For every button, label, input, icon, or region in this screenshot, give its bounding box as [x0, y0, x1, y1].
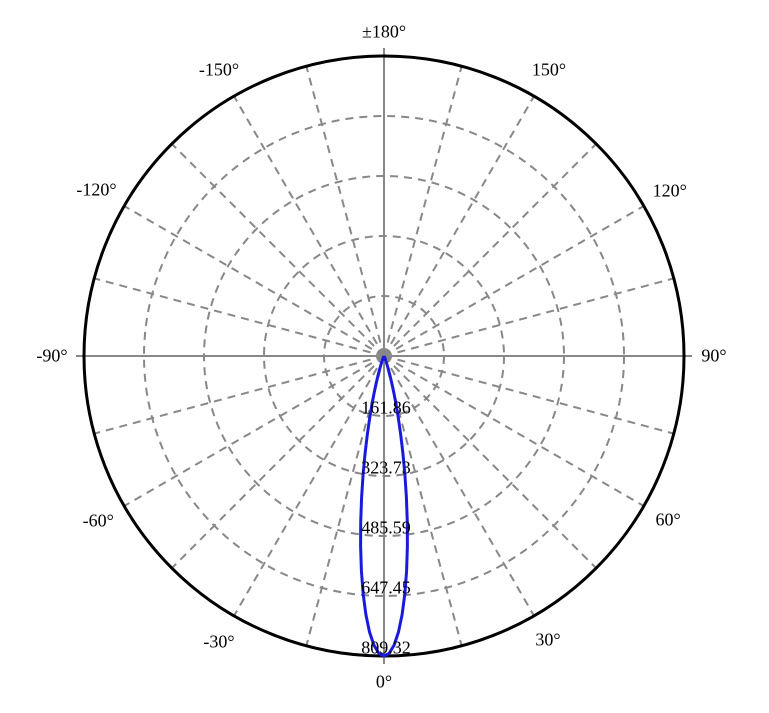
radial-tick-label: 809.32	[361, 638, 411, 659]
angle-label: -30°	[203, 631, 234, 652]
angle-label: -150°	[199, 60, 239, 81]
angle-label: -60°	[83, 511, 114, 532]
polar-svg	[0, 0, 769, 713]
angle-label: -90°	[36, 346, 67, 367]
angle-label: 120°	[653, 181, 687, 202]
radial-tick-label: 161.86	[361, 398, 411, 419]
angle-label: 90°	[701, 346, 726, 367]
angle-label: 150°	[532, 60, 566, 81]
angle-label: -120°	[76, 180, 116, 201]
radial-tick-label: 323.73	[361, 458, 411, 479]
radial-tick-label: 485.59	[361, 518, 411, 539]
polar-chart: 0° 30° 60° 90° 120° 150° ±180° -150° -120° -90° -6…	[0, 0, 769, 713]
angle-label: 60°	[655, 510, 680, 531]
angle-label: 0°	[376, 672, 392, 693]
angle-label: ±180°	[362, 22, 406, 43]
radial-tick-label: 647.45	[361, 578, 411, 599]
angle-label: 30°	[535, 630, 560, 651]
